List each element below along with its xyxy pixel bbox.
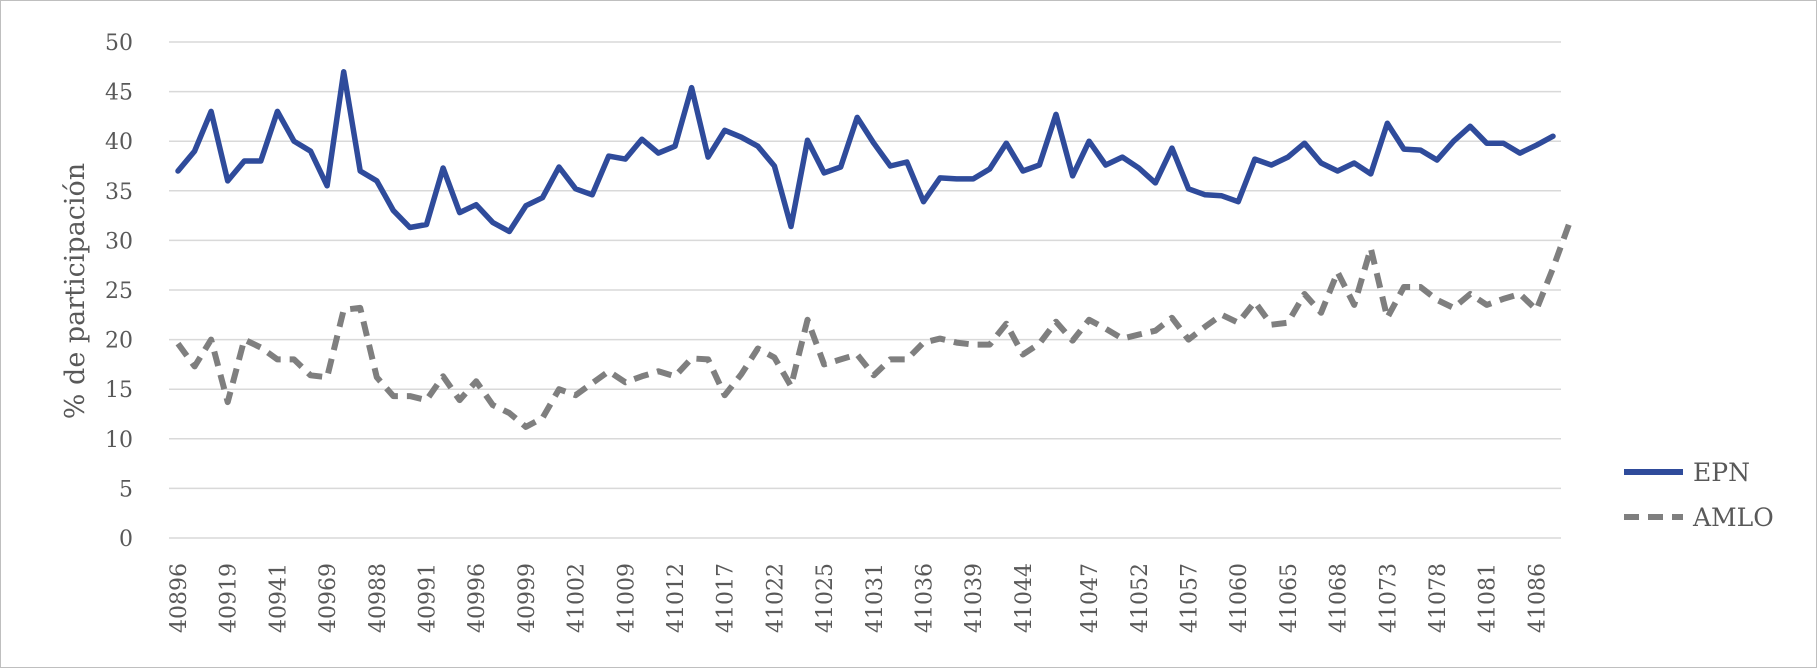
x-tick-label: 40941	[266, 563, 291, 633]
y-axis-ticks: 0 5 10 15 20 25 30 35 40 45 50	[105, 31, 133, 552]
x-tick-label: 40969	[316, 563, 341, 633]
x-tick-label: 41078	[1426, 563, 1451, 633]
y-tick-label: 20	[105, 329, 133, 354]
x-tick-label: 41022	[763, 563, 788, 633]
x-tick-label: 41002	[565, 563, 590, 633]
x-tick-label: 41031	[863, 563, 888, 633]
x-tick-label: 40988	[366, 563, 391, 633]
x-tick-label: 40896	[167, 563, 192, 633]
y-tick-label: 25	[105, 279, 133, 304]
y-tick-label: 30	[105, 229, 133, 254]
x-tick-label: 41060	[1227, 563, 1252, 633]
x-tick-label: 41012	[664, 563, 689, 633]
x-tick-label: 41086	[1525, 563, 1550, 633]
y-tick-label: 5	[119, 477, 133, 502]
x-tick-label: 41065	[1277, 563, 1302, 633]
x-tick-label: 41081	[1476, 563, 1501, 633]
y-tick-label: 45	[105, 81, 133, 106]
x-tick-label: 41025	[813, 563, 838, 633]
x-tick-label: 41036	[912, 563, 937, 633]
x-tick-label: 41057	[1178, 563, 1203, 633]
x-axis-ticks: 40896 40919 40941 40969 40988 40991 40996 40999…	[167, 563, 1550, 633]
legend: EPN AMLO	[1624, 458, 1774, 532]
x-tick-label: 41073	[1376, 563, 1401, 633]
x-tick-label: 41009	[614, 563, 639, 633]
y-tick-label: 10	[105, 428, 133, 453]
y-tick-label: 35	[105, 180, 133, 205]
series-line-amlo	[175, 221, 1573, 430]
series-lines	[175, 69, 1573, 430]
legend-label-epn: EPN	[1693, 458, 1750, 487]
series-line-epn	[175, 69, 1556, 235]
x-tick-label: 41052	[1128, 563, 1153, 633]
x-tick-label: 40991	[415, 563, 440, 633]
x-tick-label: 41047	[1078, 563, 1103, 633]
x-tick-label: 41044	[1012, 563, 1037, 633]
x-tick-label: 40919	[217, 563, 242, 633]
x-tick-label: 41039	[962, 563, 987, 633]
y-tick-label: 50	[105, 31, 133, 56]
y-axis-label: % de participación	[60, 163, 91, 419]
x-tick-label: 41017	[714, 563, 739, 633]
x-tick-label: 41068	[1327, 563, 1352, 633]
y-tick-label: 15	[105, 378, 133, 403]
x-tick-label: 40999	[515, 563, 540, 633]
gridlines	[169, 41, 1561, 539]
y-tick-label: 40	[105, 130, 133, 155]
y-tick-label: 0	[119, 527, 133, 552]
legend-label-amlo: AMLO	[1692, 503, 1774, 532]
x-tick-label: 40996	[465, 563, 490, 633]
